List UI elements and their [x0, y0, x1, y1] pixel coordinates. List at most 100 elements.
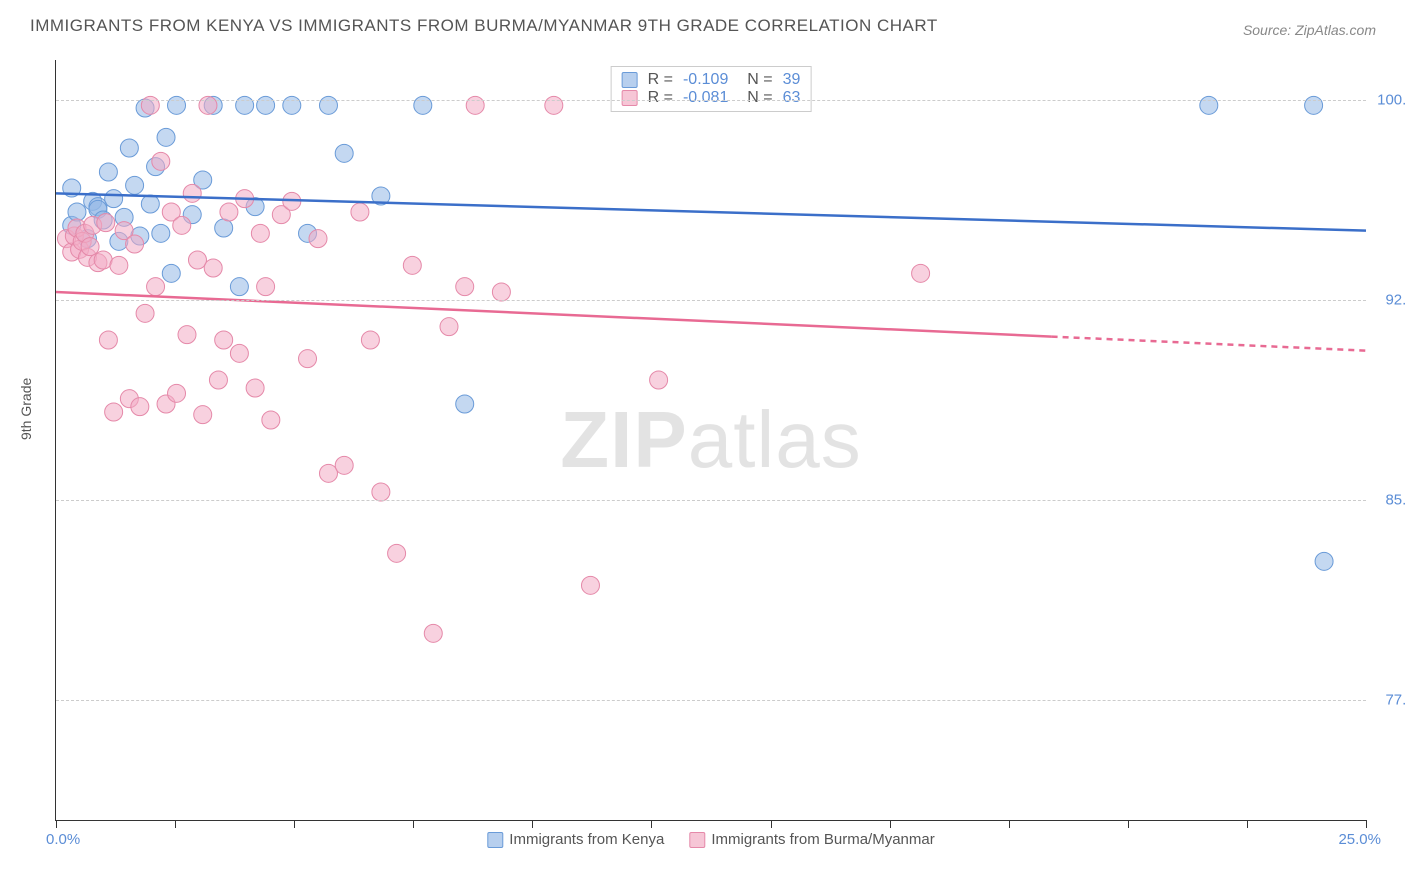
data-point-series-1	[388, 544, 406, 562]
data-point-series-0	[157, 128, 175, 146]
r-label: R =	[648, 89, 673, 107]
data-point-series-1	[105, 403, 123, 421]
data-point-series-0	[335, 144, 353, 162]
data-point-series-1	[188, 251, 206, 269]
x-tick	[1366, 820, 1367, 828]
data-point-series-1	[351, 203, 369, 221]
data-point-series-1	[456, 278, 474, 296]
data-point-series-1	[131, 398, 149, 416]
data-point-series-1	[99, 331, 117, 349]
data-point-series-1	[204, 259, 222, 277]
y-tick-label: 85.0%	[1385, 492, 1406, 509]
legend-swatch-1	[622, 90, 638, 106]
legend-item-1: Immigrants from Burma/Myanmar	[689, 831, 934, 848]
data-point-series-0	[456, 395, 474, 413]
data-point-series-0	[215, 219, 233, 237]
data-point-series-1	[194, 406, 212, 424]
y-tick-label: 100.0%	[1377, 92, 1406, 109]
legend-item-label-0: Immigrants from Kenya	[509, 831, 664, 848]
series-legend: Immigrants from Kenya Immigrants from Bu…	[487, 831, 934, 848]
x-tick	[651, 820, 652, 828]
data-point-series-1	[492, 283, 510, 301]
data-point-series-0	[99, 163, 117, 181]
data-point-series-0	[152, 224, 170, 242]
data-point-series-0	[1315, 552, 1333, 570]
data-point-series-1	[361, 331, 379, 349]
x-tick	[1247, 820, 1248, 828]
r-value-1: -0.081	[683, 89, 728, 107]
data-point-series-1	[220, 203, 238, 221]
data-point-series-1	[178, 326, 196, 344]
data-point-series-1	[173, 216, 191, 234]
legend-item-swatch-0	[487, 832, 503, 848]
x-tick	[56, 820, 57, 828]
data-point-series-1	[372, 483, 390, 501]
data-point-series-1	[650, 371, 668, 389]
chart-title: IMMIGRANTS FROM KENYA VS IMMIGRANTS FROM…	[30, 16, 938, 36]
x-tick	[1128, 820, 1129, 828]
gridline-h	[56, 100, 1366, 101]
data-point-series-1	[581, 576, 599, 594]
data-point-series-1	[147, 278, 165, 296]
r-label: R =	[648, 71, 673, 89]
x-tick	[413, 820, 414, 828]
data-point-series-1	[251, 224, 269, 242]
data-point-series-1	[136, 304, 154, 322]
n-label: N =	[738, 71, 772, 89]
regression-line-1	[56, 292, 1052, 337]
data-point-series-1	[110, 256, 128, 274]
n-label: N =	[738, 89, 772, 107]
data-point-series-1	[81, 238, 99, 256]
y-tick-label: 77.5%	[1385, 692, 1406, 709]
data-point-series-0	[141, 195, 159, 213]
x-tick	[771, 820, 772, 828]
data-point-series-1	[215, 331, 233, 349]
gridline-h	[56, 300, 1366, 301]
data-point-series-1	[126, 235, 144, 253]
gridline-h	[56, 700, 1366, 701]
legend-item-swatch-1	[689, 832, 705, 848]
x-end-label: 25.0%	[1338, 831, 1381, 848]
legend-swatch-0	[622, 72, 638, 88]
data-point-series-0	[105, 190, 123, 208]
data-point-series-1	[403, 256, 421, 274]
data-point-series-1	[424, 624, 442, 642]
correlation-legend: R = -0.109 N = 39 R = -0.081 N = 63	[611, 66, 812, 112]
plot-area: ZIPatlas R = -0.109 N = 39 R = -0.081 N …	[55, 60, 1366, 821]
data-point-series-0	[162, 264, 180, 282]
regression-line-dashed-1	[1052, 337, 1366, 351]
data-point-series-1	[319, 464, 337, 482]
data-point-series-1	[183, 184, 201, 202]
x-tick	[294, 820, 295, 828]
data-point-series-1	[335, 456, 353, 474]
source-label: Source: ZipAtlas.com	[1243, 22, 1376, 38]
x-tick	[890, 820, 891, 828]
data-point-series-1	[246, 379, 264, 397]
data-point-series-1	[230, 344, 248, 362]
chart-svg	[56, 60, 1366, 820]
x-start-label: 0.0%	[46, 831, 80, 848]
data-point-series-0	[230, 278, 248, 296]
data-point-series-0	[126, 176, 144, 194]
n-value-1: 63	[783, 89, 801, 107]
data-point-series-1	[262, 411, 280, 429]
y-axis-label: 9th Grade	[18, 378, 34, 440]
data-point-series-1	[440, 318, 458, 336]
data-point-series-1	[309, 230, 327, 248]
x-tick	[1009, 820, 1010, 828]
n-value-0: 39	[783, 71, 801, 89]
data-point-series-1	[257, 278, 275, 296]
correlation-row-1: R = -0.081 N = 63	[622, 89, 801, 107]
data-point-series-0	[68, 203, 86, 221]
data-point-series-0	[120, 139, 138, 157]
r-value-0: -0.109	[683, 71, 728, 89]
legend-item-0: Immigrants from Kenya	[487, 831, 664, 848]
data-point-series-1	[152, 152, 170, 170]
data-point-series-1	[209, 371, 227, 389]
legend-item-label-1: Immigrants from Burma/Myanmar	[711, 831, 934, 848]
x-tick	[175, 820, 176, 828]
data-point-series-1	[97, 214, 115, 232]
y-tick-label: 92.5%	[1385, 292, 1406, 309]
gridline-h	[56, 500, 1366, 501]
data-point-series-1	[299, 350, 317, 368]
